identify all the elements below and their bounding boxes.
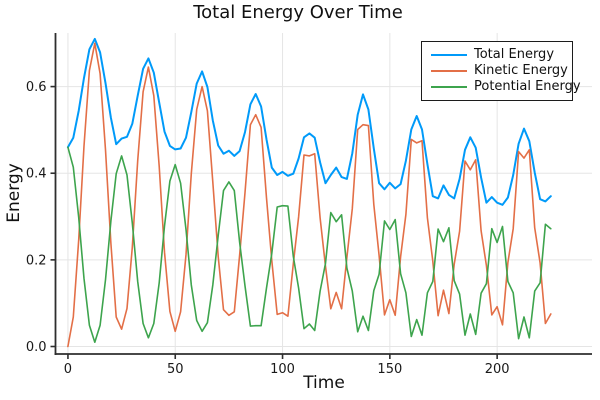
legend-label: Potential Energy — [474, 79, 581, 94]
legend-line-swatch — [431, 70, 467, 72]
y-tick-label: 0.2 — [26, 253, 47, 268]
legend-entry: Potential Energy — [431, 79, 581, 95]
x-tick-label: 50 — [167, 362, 184, 377]
x-tick-label: 200 — [485, 362, 510, 377]
series-line-potential-energy — [67, 146, 552, 344]
legend-entry: Total Energy — [431, 47, 566, 63]
y-tick-label: 0.4 — [26, 167, 47, 182]
legend-label: Total Energy — [474, 47, 555, 62]
legend-label: Kinetic Energy — [474, 63, 568, 78]
legend-entry: Kinetic Energy — [431, 63, 568, 79]
y-tick-label: 0.6 — [26, 80, 47, 95]
x-axis-label: Time — [303, 373, 345, 393]
legend: Total Energy Kinetic Energy Potential Ener… — [421, 41, 581, 101]
x-tick-label: 100 — [270, 362, 295, 377]
chart-title: Total Energy Over Time — [193, 2, 403, 23]
x-tick-label: 150 — [377, 362, 402, 377]
series-line-kinetic-energy — [67, 42, 552, 348]
legend-line-swatch — [431, 86, 467, 88]
y-tick-label: 0.0 — [26, 340, 47, 355]
y-axis-label: Energy — [4, 163, 24, 223]
x-tick-label: 0 — [64, 362, 72, 377]
legend-line-swatch — [431, 54, 467, 56]
series-line-total-energy — [66, 37, 552, 206]
